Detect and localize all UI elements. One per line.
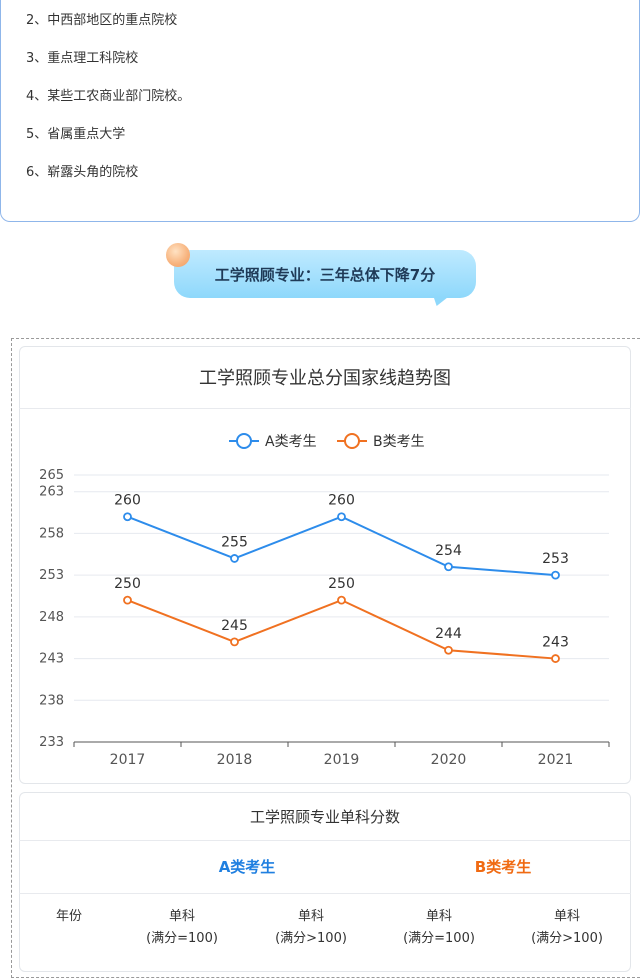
y-tick-label: 263: [39, 485, 64, 500]
data-label: 260: [328, 493, 355, 509]
data-label: 253: [542, 551, 569, 567]
table-title-text: 工学照顾专业单科分数: [249, 807, 400, 826]
data-label: 244: [435, 626, 462, 642]
column-header-line: 单科: [553, 909, 580, 924]
section-heading: 工学照顾专业：三年总体下降7分: [174, 250, 476, 298]
bubble-dot-decoration: [166, 243, 190, 267]
y-tick-label: 238: [39, 693, 64, 708]
chart-title-text: 工学照顾专业总分国家线趋势图: [199, 368, 451, 389]
data-point: [230, 554, 239, 563]
column-header-b-gt100: 单科 (满分>100): [517, 906, 617, 950]
y-tick-label: 243: [39, 652, 64, 667]
data-label: 260: [114, 493, 141, 509]
series-line: [127, 515, 556, 577]
data-label: 255: [221, 534, 248, 550]
data-point: [123, 595, 132, 605]
column-header-b-100: 单科 (满分=100): [389, 906, 489, 950]
list-item: 6、崭露头角的院校: [26, 165, 139, 180]
data-point: [444, 562, 453, 572]
column-header-a-100: 单科 (满分=100): [132, 906, 232, 950]
y-tick-label: 253: [39, 568, 64, 583]
data-label: 254: [435, 543, 462, 559]
legend-swatch-marker: [236, 433, 252, 449]
section-heading-text: 工学照顾专业：三年总体下降7分: [214, 265, 436, 284]
list-item: 5、省属重点大学: [26, 127, 126, 142]
data-point: [337, 595, 346, 605]
column-header-a-gt100: 单科 (满分>100): [261, 906, 361, 950]
column-header-line: 单科: [168, 909, 195, 924]
column-header-line: (满分=100): [403, 931, 475, 946]
column-header-line: 单科: [297, 909, 324, 924]
x-tick-label: 2019: [324, 752, 360, 768]
column-header-line: (满分>100): [531, 931, 603, 946]
data-label: 250: [114, 576, 141, 592]
list-item: 3、重点理工科院校: [26, 51, 139, 66]
data-label: 243: [542, 635, 569, 651]
divider: [19, 893, 631, 894]
data-point: [230, 637, 239, 647]
group-b-header: B类考生: [474, 858, 532, 876]
data-label: 245: [221, 618, 248, 634]
chart-title: 工学照顾专业总分国家线趋势图: [19, 346, 631, 409]
column-header-line: (满分=100): [146, 931, 218, 946]
y-tick-label: 248: [39, 610, 64, 625]
column-header-line: 年份: [55, 909, 82, 924]
column-header-line: 单科: [425, 909, 452, 924]
data-point: [551, 654, 560, 663]
y-tick-label: 258: [39, 526, 64, 541]
table-title: 工学照顾专业单科分数: [19, 792, 631, 841]
column-header-year: 年份: [44, 906, 94, 928]
score-table-card: [19, 792, 631, 972]
legend-label: A类考生: [265, 434, 317, 450]
legend-label: B类考生: [373, 434, 425, 450]
x-tick-label: 2020: [431, 752, 467, 768]
list-item: 4、某些工农商业部门院校。: [26, 89, 191, 104]
group-a-header: A类考生: [218, 858, 276, 876]
chart-card: [19, 346, 631, 784]
series-line: [127, 599, 556, 660]
legend-swatch-marker: [344, 433, 360, 449]
data-point: [337, 512, 346, 522]
x-tick-label: 2018: [217, 752, 253, 768]
school-list-card: [0, 0, 640, 222]
y-tick-label: 265: [39, 468, 64, 483]
data-point: [123, 512, 132, 522]
x-tick-label: 2021: [538, 752, 574, 768]
column-header-line: (满分>100): [275, 931, 347, 946]
x-tick-label: 2017: [110, 752, 146, 768]
data-point: [551, 570, 560, 580]
list-item: 2、中西部地区的重点院校: [26, 13, 178, 28]
y-tick-label: 233: [39, 735, 64, 750]
line-chart: 233 238 243 248 253 258 263 265 2017 2018 2019 2020…: [39, 433, 610, 768]
data-point: [444, 645, 453, 655]
data-label: 250: [328, 576, 355, 592]
